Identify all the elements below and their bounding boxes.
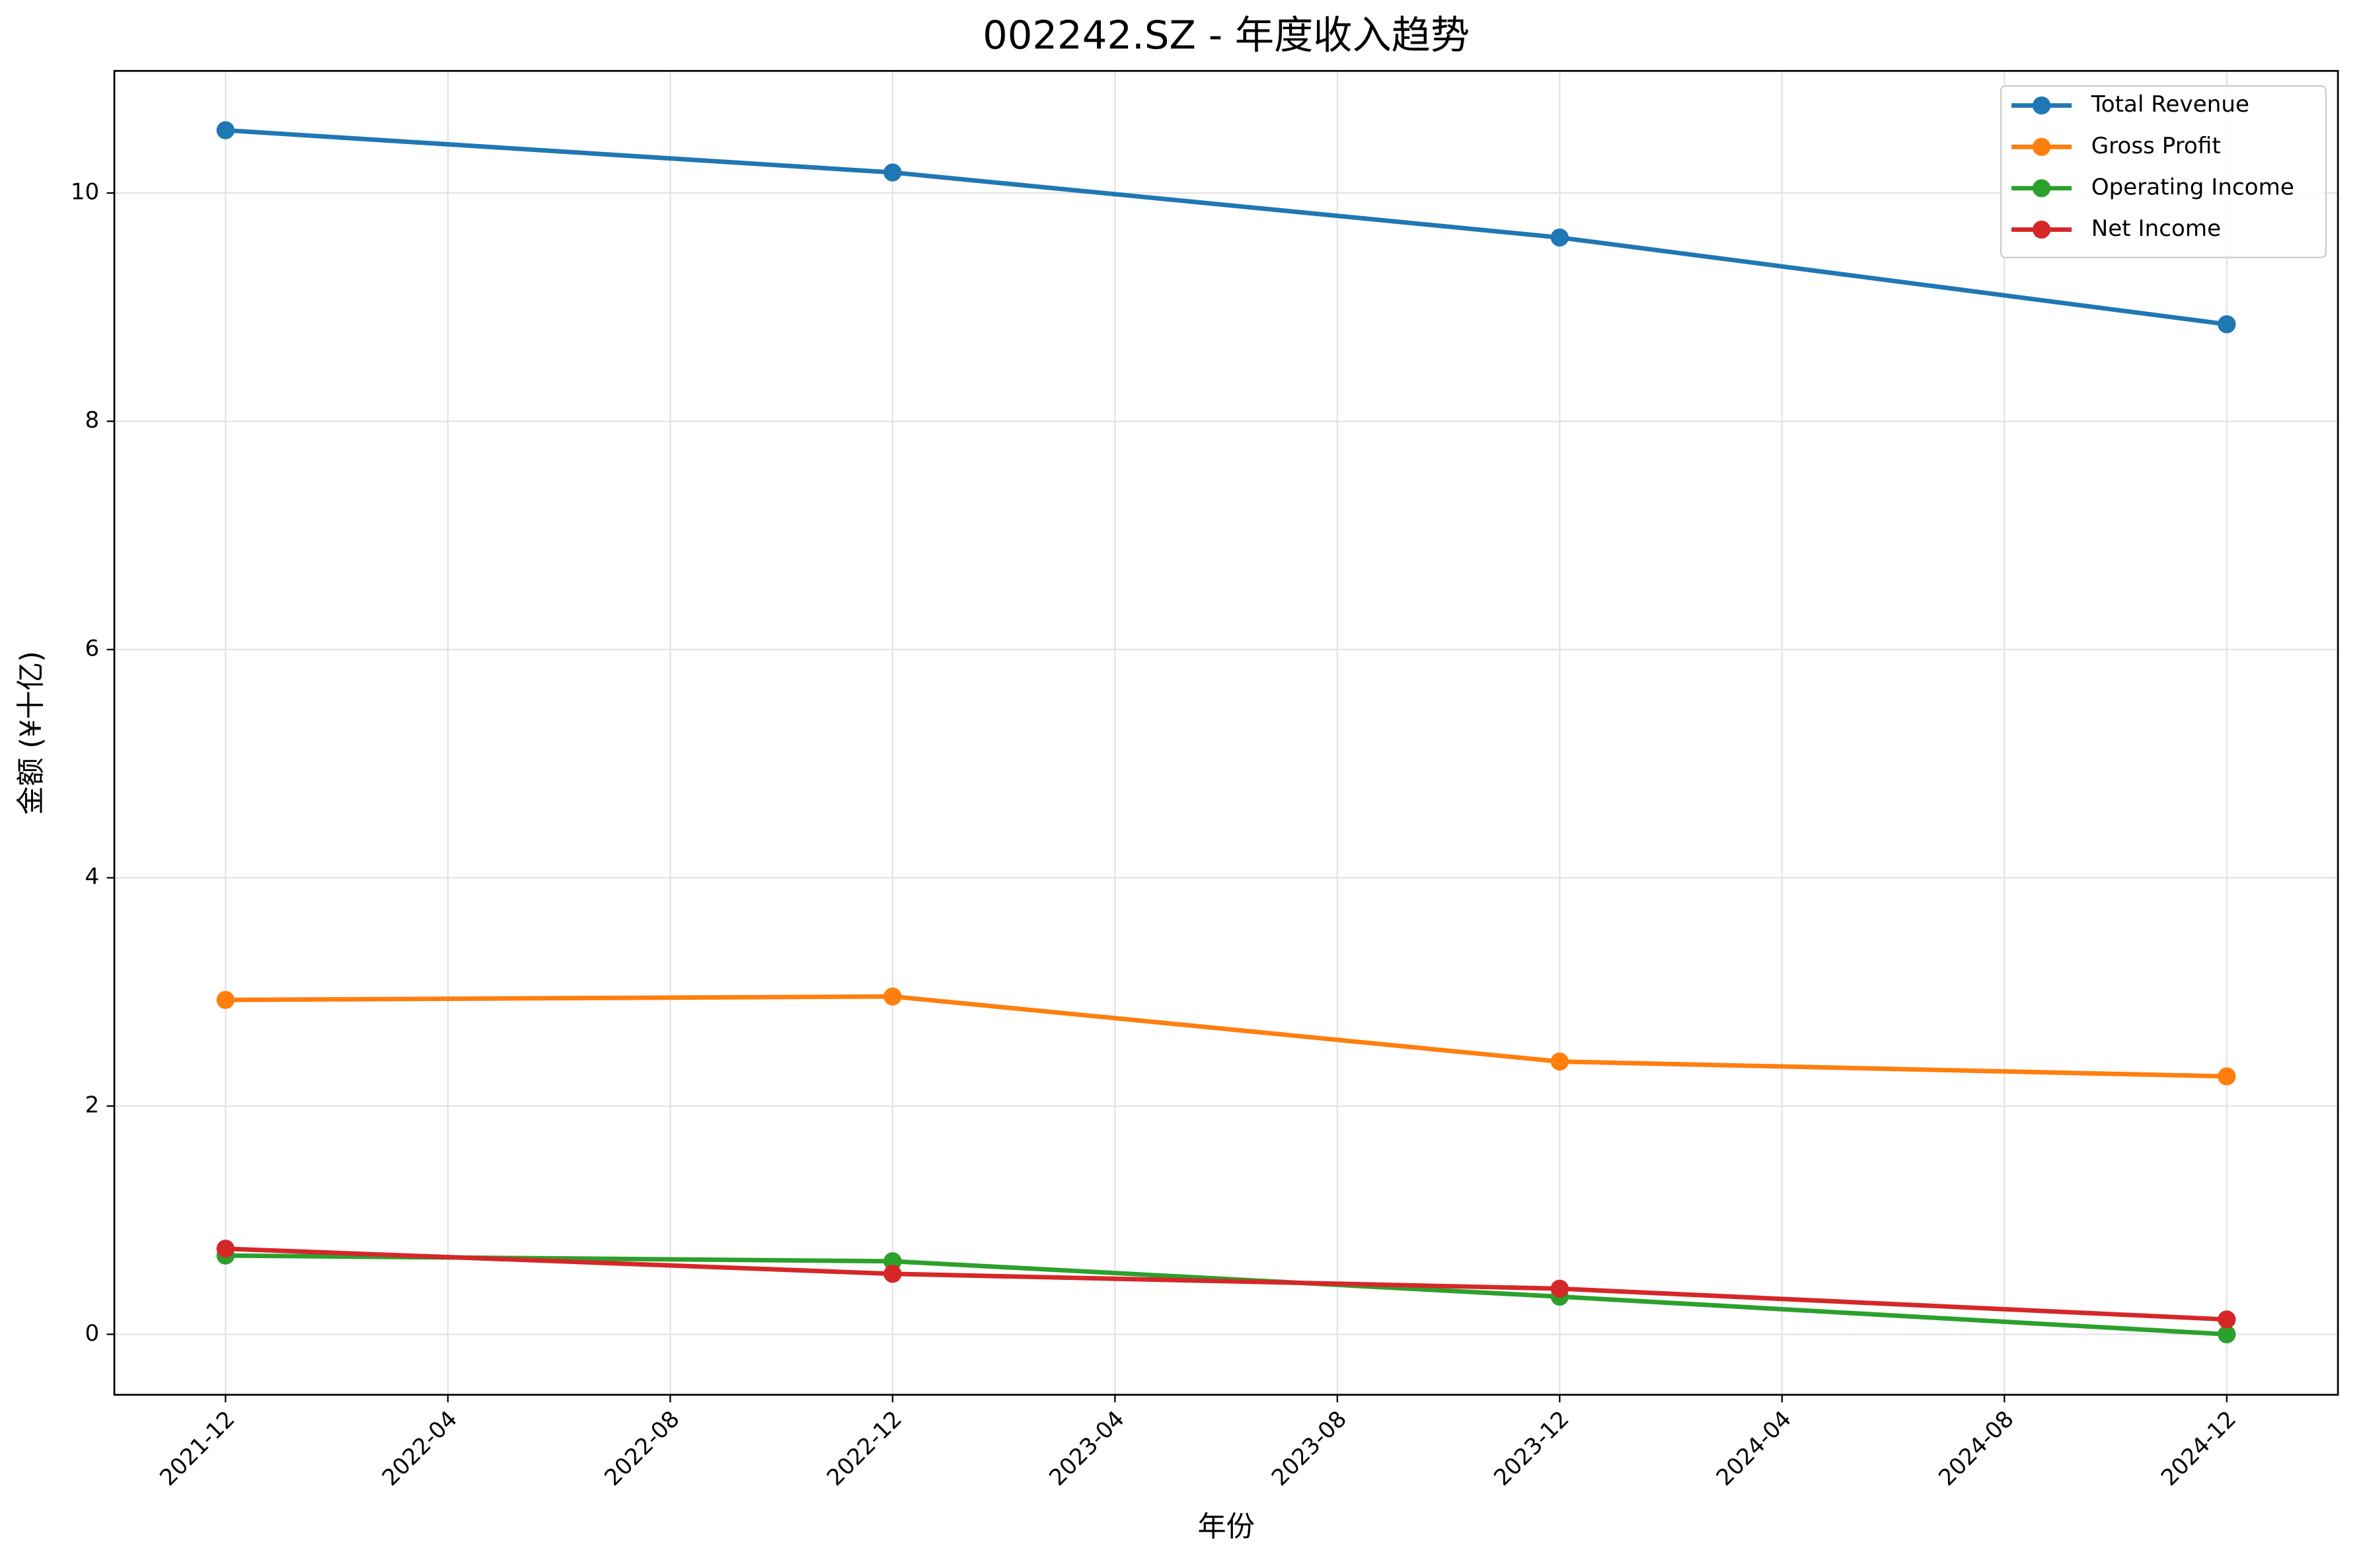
x-tick-label: 2022-08 (599, 1406, 685, 1491)
legend-marker (2032, 220, 2051, 239)
legend-frame (2000, 85, 2327, 258)
x-tick-label: 2023-04 (1044, 1406, 1129, 1491)
x-tick-label: 2021-12 (155, 1406, 240, 1491)
x-tick-label: 2023-08 (1267, 1406, 1352, 1491)
series-line (225, 128, 2228, 327)
data-point (883, 987, 902, 1006)
data-point (883, 1265, 902, 1283)
series-line (225, 994, 2227, 1079)
legend-label: Gross Profit (2091, 133, 2221, 159)
chart-title: 002242.SZ - 年度收入趋势 (983, 12, 1470, 57)
data-point (2218, 1310, 2236, 1329)
data-point (2218, 1325, 2236, 1343)
x-tick-label: 2023-12 (1489, 1406, 1574, 1491)
x-axis-label: 年份 (1197, 1511, 1255, 1544)
y-tick-label: 10 (71, 179, 99, 205)
x-tick-label: 2024-12 (2156, 1406, 2241, 1491)
y-tick-label: 8 (85, 407, 100, 433)
legend-label: Total Revenue (2091, 91, 2249, 118)
y-tick-label: 4 (85, 864, 100, 890)
plot-frame (113, 69, 2339, 1396)
data-point (216, 1240, 235, 1258)
series-line (225, 1246, 2228, 1322)
y-tick-label: 0 (85, 1320, 100, 1347)
x-tick-label: 2024-04 (1711, 1406, 1797, 1491)
data-point (883, 163, 902, 182)
legend-marker (2032, 96, 2051, 115)
data-point (1550, 1279, 1569, 1298)
data-point (2218, 315, 2236, 334)
legend-label: Net Income (2091, 215, 2221, 242)
data-point (883, 1252, 902, 1271)
legend-marker (2032, 137, 2051, 156)
data-point (1550, 228, 1569, 247)
x-tick-label: 2022-12 (822, 1406, 907, 1491)
data-point (216, 990, 235, 1009)
x-tick-label: 2024-08 (1933, 1406, 2019, 1491)
legend-label: Operating Income (2091, 174, 2294, 200)
data-point (216, 121, 235, 139)
legend-marker (2032, 179, 2051, 198)
data-point (1550, 1052, 1569, 1071)
y-tick-label: 2 (85, 1092, 100, 1118)
x-tick-label: 2022-04 (377, 1406, 463, 1491)
y-tick-label: 6 (85, 636, 100, 662)
series-line (225, 1253, 2228, 1337)
y-axis-label: 金额 (¥十亿) (15, 651, 48, 815)
data-point (2218, 1067, 2236, 1086)
